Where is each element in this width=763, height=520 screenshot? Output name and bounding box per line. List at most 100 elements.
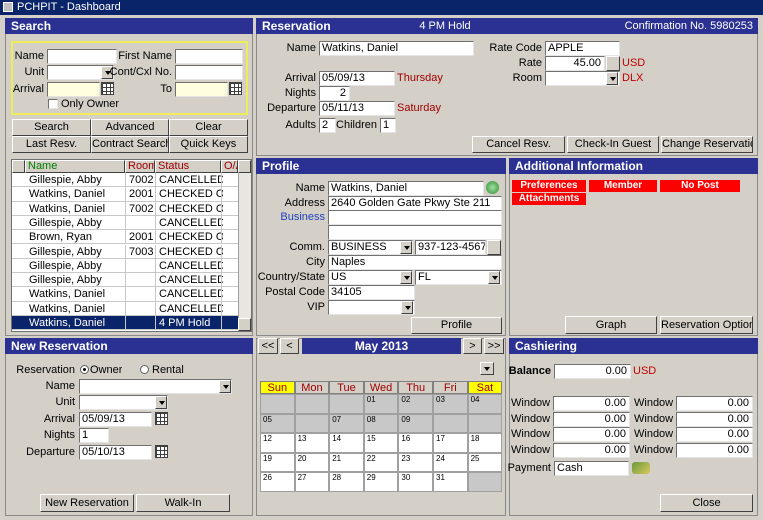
table-row[interactable]: Watkins, Daniel 7002 CHECKED OUT <box>12 201 238 216</box>
calendar-day[interactable]: 04 <box>467 394 503 414</box>
info-tag[interactable]: Member <box>589 180 657 192</box>
checkbox[interactable] <box>48 99 58 109</box>
calendar-day[interactable]: 26 <box>260 472 295 492</box>
button[interactable]: Change Reservation <box>661 136 753 153</box>
calendar-day[interactable]: 22 <box>363 452 399 473</box>
column-header[interactable]: O/A <box>221 160 238 173</box>
button[interactable]: Graph <box>565 316 657 334</box>
text-input[interactable]: 2 <box>319 118 336 133</box>
text-input[interactable]: FL <box>415 270 502 285</box>
table-row[interactable]: Gillespie, Abby 7003 CHECKED OUT <box>12 244 238 259</box>
button[interactable]: Check-In Guest <box>567 136 659 153</box>
scroll-down[interactable] <box>238 318 251 331</box>
text-input[interactable] <box>79 395 168 410</box>
text-input[interactable]: 45.00 <box>545 56 605 71</box>
table-row[interactable]: Watkins, Daniel CANCELLED <box>12 287 238 302</box>
calendar-day[interactable]: 09 <box>398 413 433 434</box>
table-row[interactable]: Watkins, Daniel 2001 CHECKED OUT <box>12 187 238 202</box>
calendar-day[interactable]: 25 <box>467 452 503 473</box>
text-input[interactable]: 0.00 <box>553 411 630 427</box>
table-row[interactable]: Brown, Ryan 2001 CHECKED OUT <box>12 230 238 245</box>
calendar-day[interactable]: 08 <box>363 413 399 434</box>
text-input[interactable]: APPLE <box>545 41 620 56</box>
dropdown-button[interactable] <box>101 66 113 79</box>
calendar-day[interactable]: 03 <box>433 394 468 414</box>
dropdown-button[interactable] <box>488 271 500 284</box>
text-input[interactable]: 05/09/13 <box>79 412 152 427</box>
text-input[interactable]: 0.00 <box>553 443 630 459</box>
button[interactable]: < <box>280 338 299 354</box>
button[interactable]: Contract Search <box>91 136 169 153</box>
calendar-day[interactable]: 05 <box>260 413 295 434</box>
table-row[interactable]: Gillespie, Abby CANCELLED <box>12 273 238 288</box>
text-input[interactable]: 0.00 <box>553 427 630 443</box>
text-input[interactable]: 2 <box>319 86 350 101</box>
calendar-day[interactable]: 02 <box>398 394 433 414</box>
calendar-day[interactable]: 31 <box>433 472 468 492</box>
column-header[interactable]: Status <box>155 160 221 173</box>
column-header[interactable]: Room <box>125 160 155 173</box>
table-row[interactable]: Gillespie, Abby CANCELLED <box>12 258 238 274</box>
dropdown-button[interactable] <box>401 301 413 314</box>
button[interactable]: > <box>463 338 482 354</box>
text-input[interactable] <box>175 82 228 97</box>
calendar-day[interactable]: 23 <box>398 452 433 473</box>
text-input[interactable] <box>328 300 415 315</box>
calendar-day[interactable]: 14 <box>329 433 364 453</box>
column-header[interactable]: Name <box>25 160 125 173</box>
calendar-day[interactable]: 01 <box>363 394 399 414</box>
button[interactable]: Search <box>12 119 91 136</box>
lookup-button[interactable] <box>487 240 501 255</box>
radio-button[interactable] <box>80 365 89 374</box>
info-tag[interactable]: Attachments <box>512 193 586 205</box>
download-button[interactable] <box>480 362 494 375</box>
text-input[interactable]: 34105 <box>328 285 415 300</box>
table-row[interactable]: Watkins, Daniel 4 PM Hold <box>12 316 238 331</box>
scroll-up[interactable] <box>238 160 251 173</box>
button[interactable]: Cancel Resv. <box>472 136 565 153</box>
button[interactable]: Reservation Options <box>660 316 753 334</box>
table-row[interactable]: Watkins, Daniel CANCELLED <box>12 301 238 316</box>
calendar-day[interactable]: 18 <box>467 433 503 453</box>
text-input[interactable] <box>328 210 502 225</box>
text-input[interactable]: Naples <box>328 255 502 270</box>
calendar-day[interactable]: 30 <box>398 472 433 492</box>
calendar-button[interactable] <box>155 445 168 458</box>
dropdown-button[interactable] <box>400 271 412 284</box>
calendar-day[interactable]: 24 <box>433 452 468 473</box>
text-input[interactable]: 0.00 <box>553 396 630 411</box>
calendar-day[interactable]: 13 <box>294 433 330 453</box>
calendar-day[interactable]: 17 <box>433 433 468 453</box>
text-input[interactable]: 1 <box>380 118 396 133</box>
text-input[interactable]: 05/11/13 <box>319 101 395 116</box>
button[interactable]: << <box>258 338 278 354</box>
button[interactable]: Walk-In <box>136 494 230 512</box>
calendar-day[interactable]: 19 <box>260 452 295 473</box>
text-input[interactable] <box>175 49 243 64</box>
lookup-button[interactable] <box>606 56 620 71</box>
radio-button[interactable] <box>140 365 149 374</box>
text-input[interactable]: BUSINESS <box>328 240 413 255</box>
text-input[interactable]: 05/09/13 <box>319 71 395 86</box>
calendar-day[interactable]: 21 <box>329 452 364 473</box>
text-input[interactable]: 05/10/13 <box>79 445 152 460</box>
calendar-day[interactable]: 16 <box>398 433 433 453</box>
calendar-day[interactable]: 15 <box>363 433 399 453</box>
text-input[interactable] <box>47 49 117 64</box>
text-input[interactable] <box>545 71 620 86</box>
info-tag[interactable]: No Post <box>660 180 740 192</box>
text-input[interactable]: 0.00 <box>554 364 631 379</box>
dropdown-button[interactable] <box>155 396 167 409</box>
button[interactable]: Last Resv. <box>12 136 91 153</box>
button[interactable]: Profile <box>411 317 502 334</box>
text-input[interactable] <box>328 225 502 240</box>
calendar-day[interactable]: 07 <box>329 413 364 434</box>
calendar-day[interactable]: 29 <box>363 472 399 492</box>
text-input[interactable] <box>175 65 243 80</box>
text-input[interactable]: 0.00 <box>676 443 753 459</box>
text-input[interactable] <box>79 379 232 394</box>
text-input[interactable]: 2640 Golden Gate Pkwy Ste 211 <box>328 196 502 211</box>
button[interactable]: New Reservation <box>40 494 134 512</box>
text-input[interactable]: 937-123-4567 <box>415 240 486 255</box>
info-tag[interactable]: Preferences <box>512 180 586 192</box>
